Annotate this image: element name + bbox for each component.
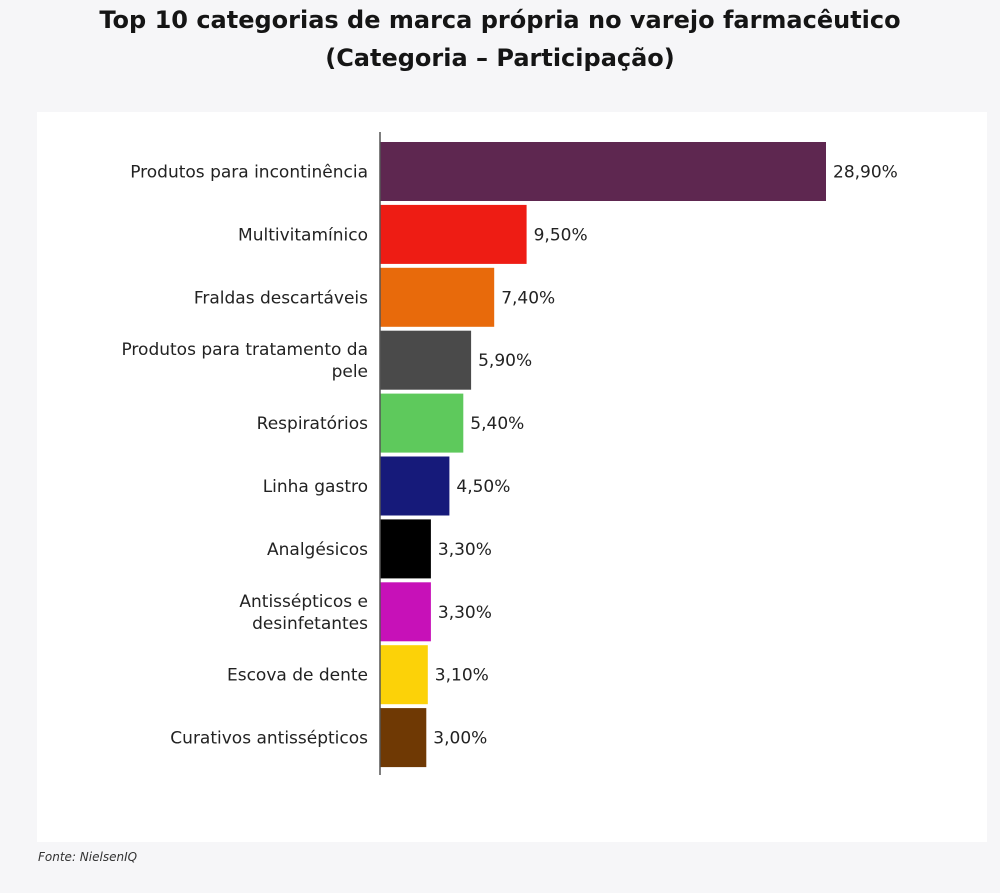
bar [380, 645, 428, 705]
category-label: Escova de dente [227, 666, 368, 686]
data-label: 7,40% [501, 288, 555, 308]
category-label: Curativos antissépticos [170, 729, 368, 749]
data-label: 5,40% [470, 414, 524, 434]
bar [380, 330, 472, 390]
category-label: pele [332, 362, 368, 382]
data-label: 5,90% [478, 351, 532, 371]
category-label: Produtos para tratamento da [121, 340, 368, 360]
bar [380, 142, 826, 201]
category-label: desinfetantes [252, 614, 368, 634]
chart-panel: Produtos para incontinência 28,90% Multivi… [37, 112, 987, 842]
bar [380, 393, 464, 453]
data-label: 4,50% [456, 477, 510, 497]
chart-title: Top 10 categorias de marca própria no va… [99, 6, 901, 34]
bar [380, 204, 527, 264]
chart-subtitle: (Categoria – Participação) [325, 44, 675, 72]
bar [380, 456, 450, 516]
bar [380, 708, 427, 768]
category-label: Antissépticos e [239, 592, 368, 612]
data-label: 3,00% [433, 729, 487, 749]
bar [380, 582, 431, 642]
bar-chart: Produtos para incontinência 28,90% Multivi… [121, 132, 898, 775]
bar [380, 519, 431, 579]
data-label: 3,10% [435, 666, 489, 686]
data-label: 3,30% [438, 603, 492, 623]
source-note: Fonte: NielsenIQ [38, 850, 138, 864]
data-label: 3,30% [438, 540, 492, 560]
category-label: Analgésicos [267, 540, 368, 560]
category-label: Linha gastro [263, 477, 368, 497]
data-label: 28,90% [833, 163, 898, 183]
category-label: Respiratórios [257, 414, 368, 434]
category-label: Fraldas descartáveis [194, 288, 368, 308]
category-label: Produtos para incontinência [130, 163, 368, 183]
bar [380, 267, 495, 327]
category-label: Multivitamínico [238, 225, 368, 245]
data-label: 9,50% [534, 225, 588, 245]
